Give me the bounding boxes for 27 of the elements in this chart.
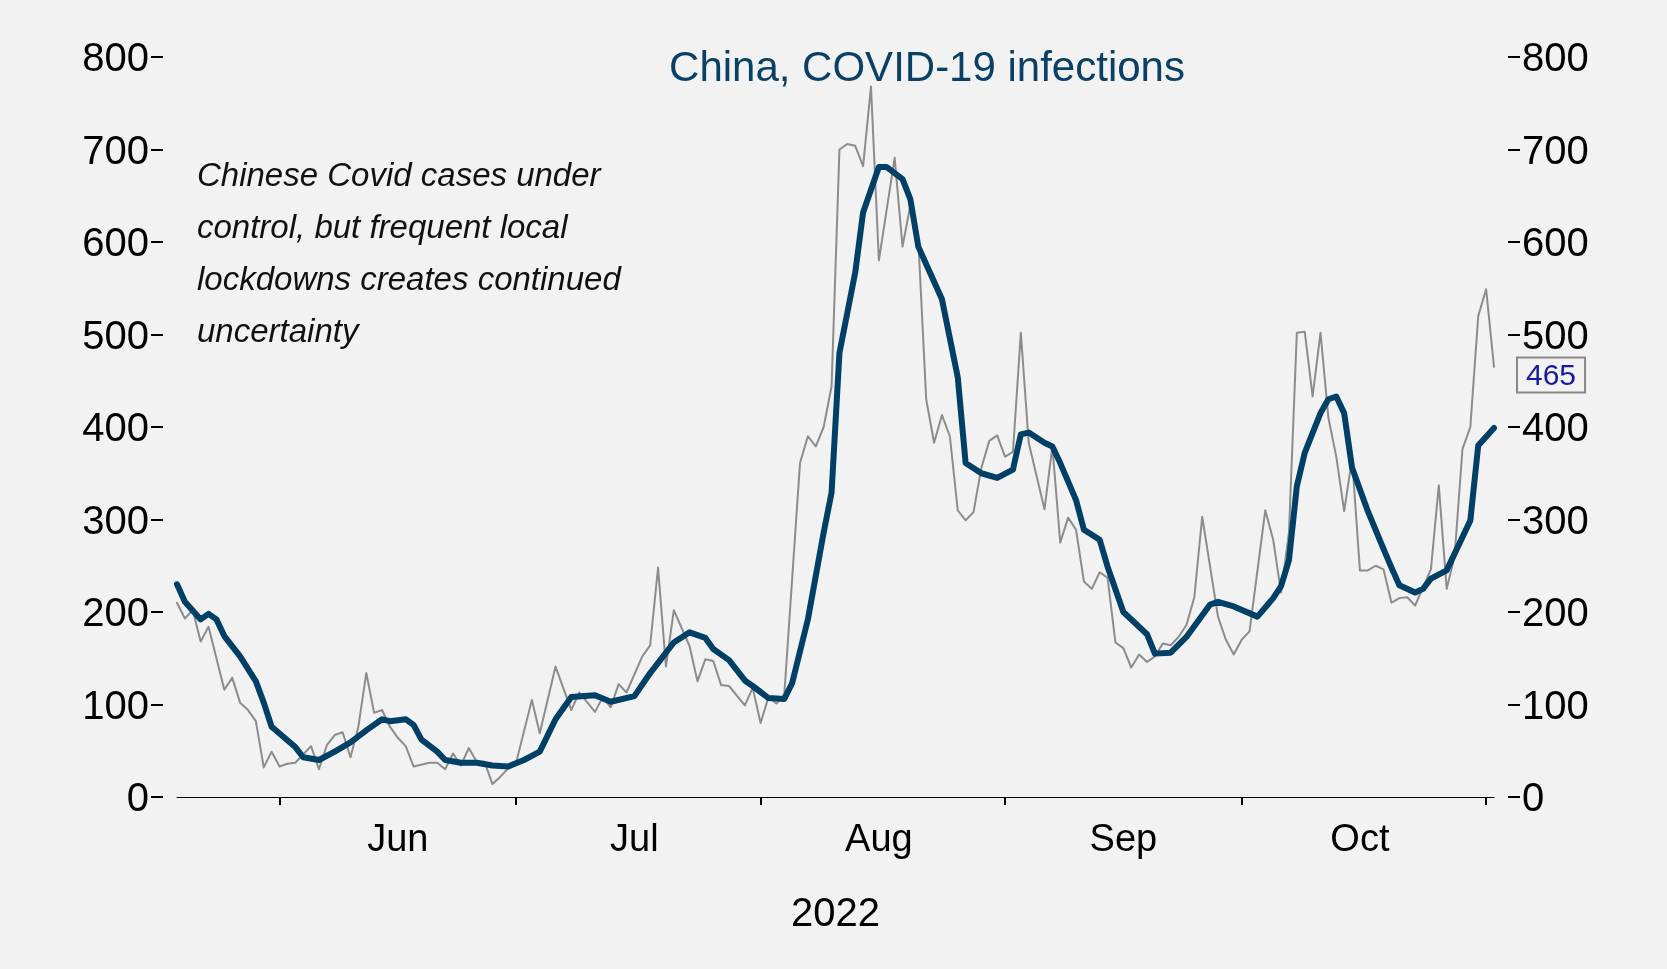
y2-tick-label: 0 (1522, 775, 1545, 819)
x-tick-label: Oct (1330, 817, 1390, 859)
y-tick-label: 200 (82, 590, 149, 634)
y-tick-label: 400 (82, 405, 149, 449)
y-tick-label: 0 (126, 775, 149, 819)
y-tick-label: 600 (82, 220, 149, 264)
y2-tick-label: 700 (1522, 127, 1589, 172)
x-tick-label: Jun (367, 817, 429, 859)
y2-tick-label: 200 (1522, 590, 1589, 634)
y-tick-label: 500 (82, 312, 149, 357)
x-tick-label: Aug (845, 817, 913, 859)
x-tick-label: Sep (1089, 817, 1158, 859)
y-tick-label: 300 (82, 497, 149, 542)
chart-title: China, COVID-19 infections (669, 42, 1185, 90)
y2-tick-label: 300 (1522, 497, 1589, 542)
y-tick-label: 700 (82, 127, 149, 172)
y-tick-label: 100 (82, 682, 149, 727)
y2-tick-label: 400 (1522, 405, 1589, 449)
y2-tick-label: 600 (1522, 220, 1589, 264)
annotation: 465 (1526, 358, 1577, 392)
annotation: Chinese Covid cases under control, but frequent local lockdowns creates continued uncertainty (197, 155, 630, 349)
y2-tick-label: 500 (1522, 312, 1589, 357)
y2-tick-label: 100 (1522, 682, 1589, 727)
y2-tick-label: 800 (1522, 35, 1589, 79)
x-tick-label: Jul (610, 817, 659, 859)
y-tick-label: 800 (82, 35, 149, 79)
x-axis-title: 2022 (791, 890, 880, 934)
